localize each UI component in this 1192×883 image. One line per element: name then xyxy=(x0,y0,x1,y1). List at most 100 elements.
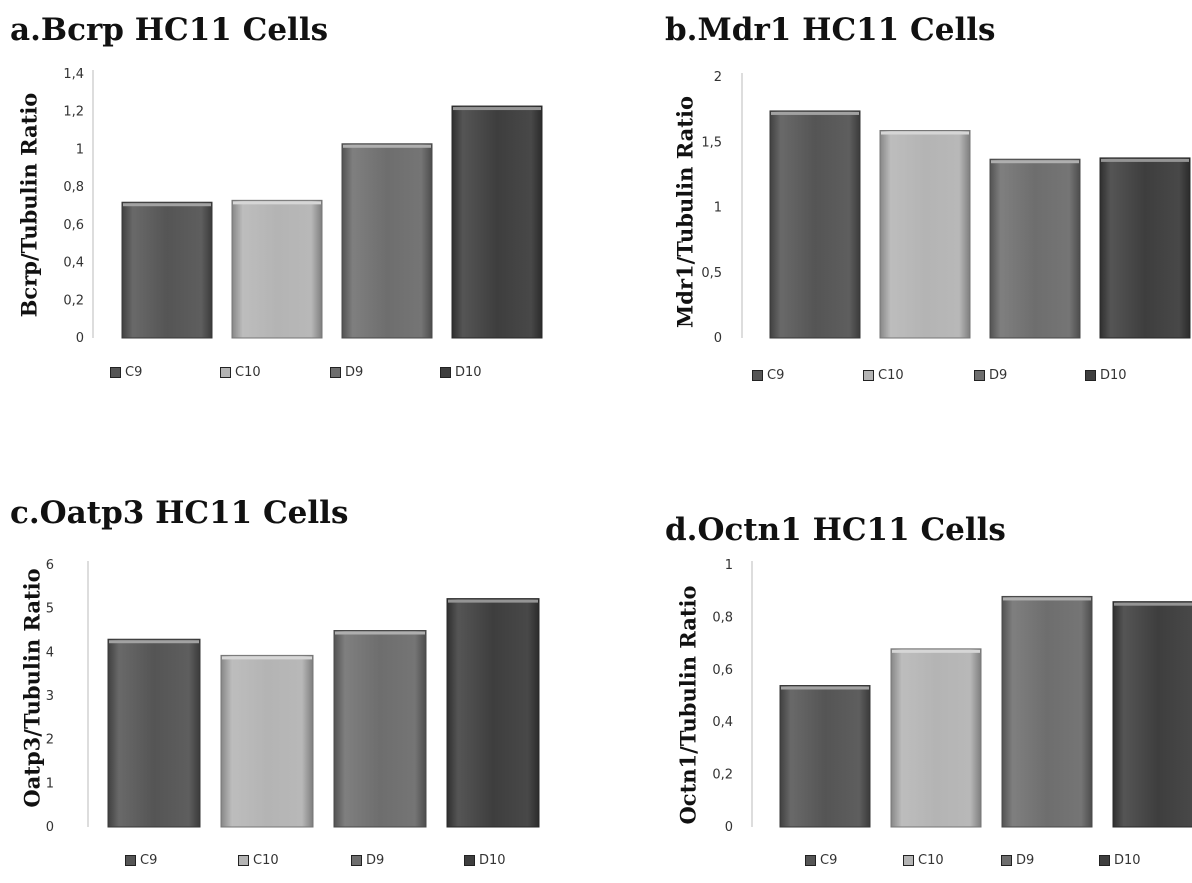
y-tick-label: 1,2 xyxy=(63,105,84,120)
y-axis-label: Octn1/Tubulin Ratio xyxy=(675,585,701,825)
bar-d10 xyxy=(446,598,540,828)
y-tick-label: 1 xyxy=(46,776,54,791)
legend-label: C10 xyxy=(253,853,279,868)
y-tick-label: 2 xyxy=(714,70,722,85)
bar-highlight xyxy=(448,599,538,603)
legend-swatch xyxy=(752,370,763,381)
bar-highlight xyxy=(1101,158,1189,162)
y-tick-label: 0,5 xyxy=(701,266,722,281)
legend-swatch xyxy=(1001,855,1012,866)
bar-d10 xyxy=(1099,157,1191,339)
chart-title: d.Octn1 HC11 Cells xyxy=(665,512,1006,548)
plot-area: 0 1 2 3 4 5 6 xyxy=(46,558,540,835)
y-tick-label: 5 xyxy=(46,602,54,617)
bar-d10 xyxy=(1112,601,1192,828)
legend-item-d10: D10 xyxy=(440,365,482,380)
legend-item-c10: C10 xyxy=(220,365,261,380)
legend-label: D9 xyxy=(989,368,1008,383)
y-tick-label: 1 xyxy=(714,201,722,216)
plot-area: 0 0,2 0,4 0,6 0,8 1 xyxy=(712,558,1192,835)
bar-highlight xyxy=(335,631,425,635)
y-tick-label: 0 xyxy=(46,820,54,835)
bar-highlight xyxy=(109,640,199,644)
bar-c9 xyxy=(107,638,201,828)
legend-label: D9 xyxy=(366,853,385,868)
bar-highlight xyxy=(343,144,431,148)
legend-swatch xyxy=(330,367,341,378)
legend-item-c9: C9 xyxy=(125,853,157,868)
bar-c10 xyxy=(879,130,971,339)
bar-c10 xyxy=(890,648,982,828)
bar-highlight xyxy=(453,107,541,111)
legend-swatch xyxy=(1099,855,1110,866)
bar-highlight xyxy=(781,686,869,690)
chart-title: b.Mdr1 HC11 Cells xyxy=(665,12,996,48)
bar-highlight xyxy=(123,203,211,207)
y-tick-label: 0,6 xyxy=(712,663,733,678)
legend-item-c10: C10 xyxy=(238,853,279,868)
legend-item-d9: D9 xyxy=(330,365,363,380)
legend-label: C9 xyxy=(820,853,838,868)
legend-label: C9 xyxy=(140,853,158,868)
legend-swatch xyxy=(974,370,985,381)
bar-d9 xyxy=(333,630,427,828)
bar-d9 xyxy=(341,143,433,339)
legend-label: C10 xyxy=(235,365,261,380)
y-tick-label: 1,4 xyxy=(63,67,84,82)
legend-swatch xyxy=(903,855,914,866)
legend-item-d9: D9 xyxy=(974,368,1007,383)
bar-highlight xyxy=(892,649,980,653)
bar-highlight xyxy=(233,201,321,205)
bar-highlight xyxy=(991,160,1079,164)
legend-swatch xyxy=(110,367,121,378)
bar-d10 xyxy=(451,105,543,339)
bar-highlight xyxy=(771,111,859,115)
legend-item-d10: D10 xyxy=(1085,368,1127,383)
legend-label: D10 xyxy=(1114,853,1141,868)
legend-swatch xyxy=(464,855,475,866)
legend-label: D10 xyxy=(455,365,482,380)
chart-title: a.Bcrp HC11 Cells xyxy=(10,12,329,48)
y-tick-label: 3 xyxy=(46,689,54,704)
legend-item-c10: C10 xyxy=(903,853,944,868)
bar-c9 xyxy=(779,685,871,828)
plot-area: 0 0,2 0,4 0,6 0,8 1 1,2 1,4 xyxy=(63,67,543,346)
legend-label: C10 xyxy=(878,368,904,383)
legend-item-d10: D10 xyxy=(1099,853,1141,868)
y-tick-label: 0 xyxy=(725,820,733,835)
bar-highlight xyxy=(1114,602,1192,606)
legend-label: D9 xyxy=(345,365,364,380)
bar-c10 xyxy=(231,199,323,339)
legend-swatch xyxy=(220,367,231,378)
y-tick-label: 0,4 xyxy=(63,256,84,271)
plot-area: 0 0,5 1 1,5 2 xyxy=(701,70,1191,346)
y-tick-label: 0 xyxy=(76,331,84,346)
y-axis-label: Mdr1/Tubulin Ratio xyxy=(672,96,698,328)
y-tick-label: 1,5 xyxy=(701,135,722,150)
bar-highlight xyxy=(881,131,969,135)
y-axis-label: Bcrp/Tubulin Ratio xyxy=(16,92,42,318)
y-tick-label: 0,8 xyxy=(63,180,84,195)
legend-swatch xyxy=(125,855,136,866)
legend-swatch xyxy=(863,370,874,381)
legend-item-d9: D9 xyxy=(351,853,384,868)
legend-item-c10: C10 xyxy=(863,368,904,383)
legend-item-c9: C9 xyxy=(752,368,784,383)
legend-label: C9 xyxy=(125,365,143,380)
y-tick-label: 0 xyxy=(714,331,722,346)
y-tick-label: 0,4 xyxy=(712,715,733,730)
y-tick-label: 2 xyxy=(46,733,54,748)
bar-c9 xyxy=(121,201,213,339)
legend-label: D9 xyxy=(1016,853,1035,868)
bar-c10 xyxy=(220,654,314,828)
legend-item-d10: D10 xyxy=(464,853,506,868)
y-tick-label: 0,2 xyxy=(63,293,84,308)
legend-swatch xyxy=(440,367,451,378)
bar-highlight xyxy=(222,656,312,660)
legend-item-c9: C9 xyxy=(805,853,837,868)
y-tick-label: 0,6 xyxy=(63,218,84,233)
legend-item-d9: D9 xyxy=(1001,853,1034,868)
y-tick-label: 4 xyxy=(46,645,54,660)
legend-swatch xyxy=(805,855,816,866)
legend-label: D10 xyxy=(1100,368,1127,383)
